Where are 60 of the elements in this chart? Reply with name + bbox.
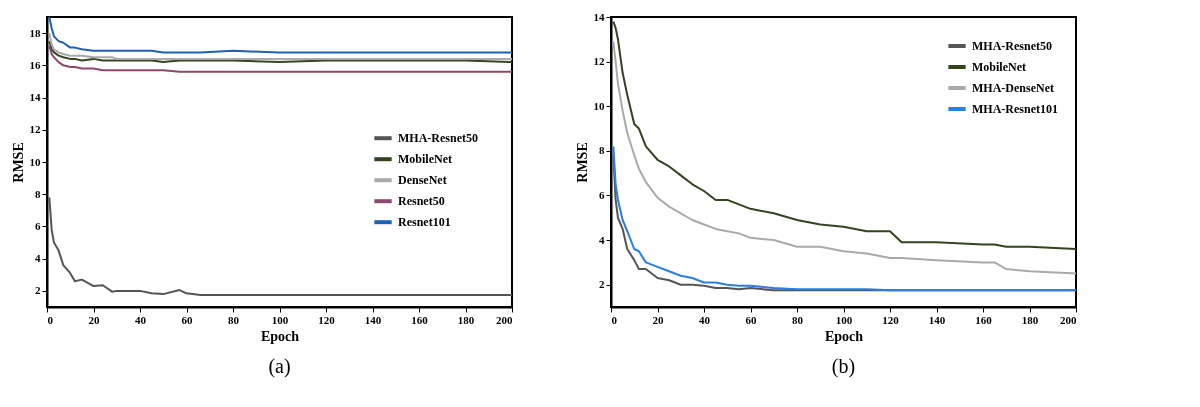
line-series [612, 40, 1076, 275]
x-tick-label: 160 [411, 313, 429, 326]
x-tick-label: 80 [792, 313, 804, 326]
x-tick-label: 40 [135, 313, 147, 326]
y-tick-label: 18 [29, 26, 41, 39]
x-tick-label: 20 [652, 313, 664, 326]
legend-label: Resnet50 [398, 194, 445, 209]
legend-label: MobileNet [398, 152, 452, 167]
x-tick-label: 80 [228, 313, 240, 326]
y-axis-title: RMSE [574, 142, 590, 183]
legend-label: MobileNet [972, 60, 1026, 74]
line-series [48, 17, 512, 54]
line-series [48, 45, 512, 73]
y-tick-label: 6 [35, 219, 41, 232]
line-series [612, 20, 1076, 250]
y-axis-title: RMSE [10, 142, 26, 183]
y-tick-label: 16 [29, 58, 41, 71]
y-tick-label: 12 [593, 55, 605, 68]
line-series [48, 196, 512, 296]
legend-label: MHA-Resnet101 [972, 102, 1058, 116]
x-tick-label: 0 [47, 313, 54, 326]
y-tick-label: 10 [593, 99, 605, 112]
legend-label: Resnet101 [398, 215, 451, 230]
legend-label: MHA-DenseNet [972, 81, 1054, 95]
legend-label: MHA-Resnet50 [972, 39, 1052, 53]
x-tick-label: 40 [699, 313, 711, 326]
y-tick-label: 8 [599, 144, 605, 157]
y-tick-label: 12 [29, 123, 41, 136]
line-series [48, 40, 512, 64]
text: (b) [831, 355, 856, 378]
x-tick-label: 100 [271, 313, 289, 326]
text: (a) [268, 355, 291, 378]
x-tick-label: 0 [611, 313, 618, 326]
x-tick-label: 60 [181, 313, 193, 326]
x-tick-label: 60 [745, 313, 757, 326]
x-tick-label: 20 [88, 313, 100, 326]
x-tick-label: 140 [928, 313, 946, 326]
legend-label: DenseNet [398, 173, 447, 188]
x-axis-title: Epoch [824, 328, 864, 344]
x-tick-label: 200 [1060, 313, 1077, 326]
x-axis-title: Epoch [260, 328, 300, 344]
line-series [48, 32, 512, 60]
x-tick-label: 200 [496, 313, 513, 326]
x-tick-label: 100 [835, 313, 853, 326]
x-tick-label: 180 [1021, 313, 1039, 326]
y-tick-label: 4 [35, 252, 41, 265]
y-tick-label: 8 [35, 187, 41, 200]
x-tick-label: 180 [457, 313, 475, 326]
y-tick-label: 2 [599, 278, 605, 291]
x-tick-label: 140 [364, 313, 382, 326]
y-tick-label: 10 [29, 155, 41, 168]
y-tick-label: 2 [35, 284, 41, 297]
y-tick-label: 14 [593, 10, 605, 23]
x-tick-label: 120 [318, 313, 336, 326]
y-tick-label: 6 [599, 188, 605, 201]
legend-label: MHA-Resnet50 [398, 131, 478, 146]
x-tick-label: 160 [975, 313, 993, 326]
y-tick-label: 14 [29, 91, 41, 104]
y-tick-label: 4 [599, 233, 605, 246]
x-tick-label: 120 [882, 313, 900, 326]
